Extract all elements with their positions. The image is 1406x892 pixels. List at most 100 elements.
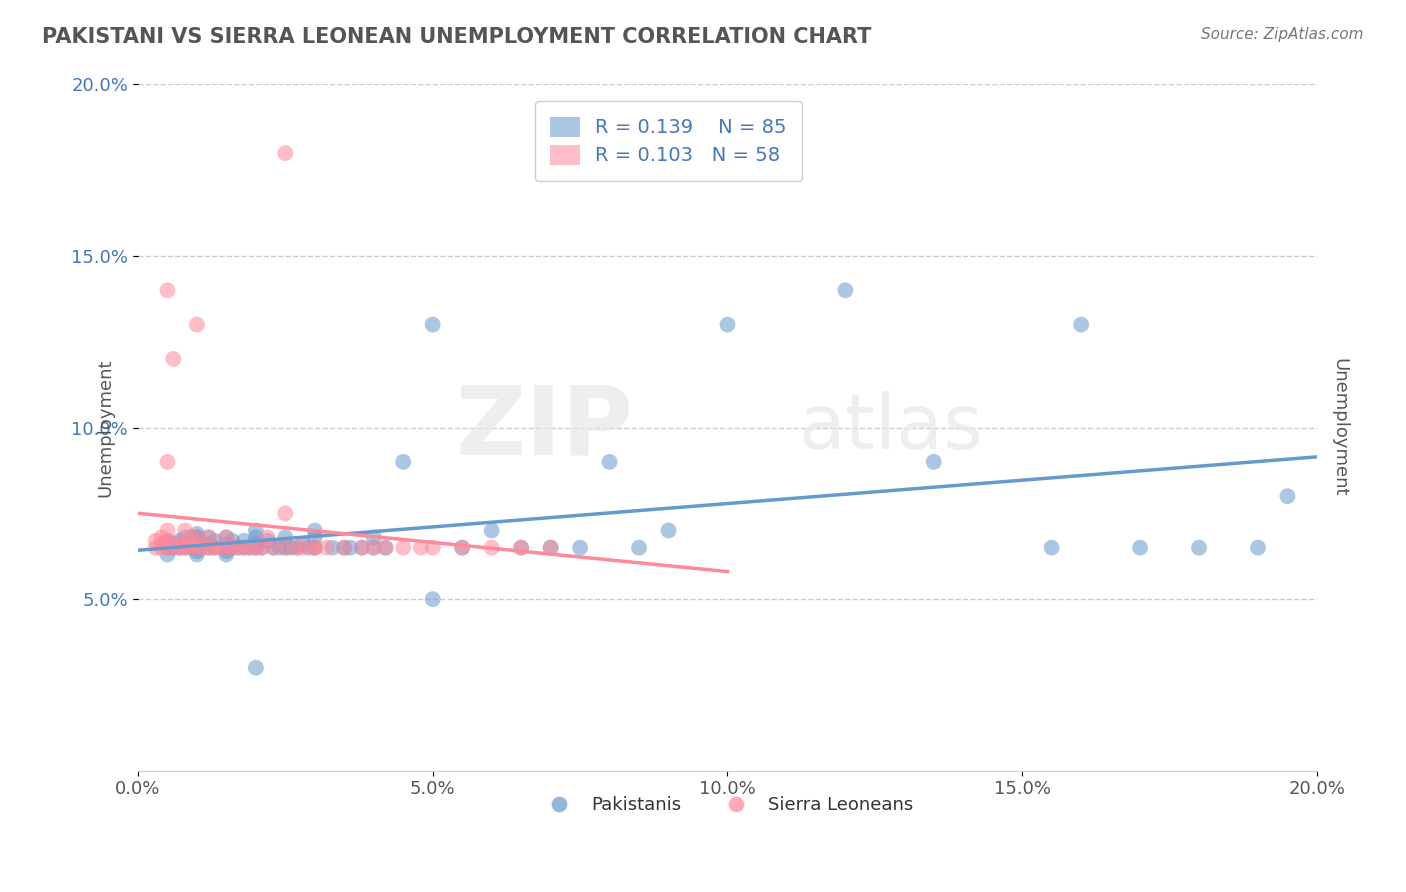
Point [221, 541, 243, 555]
Legend: Pakistanis, Sierra Leoneans: Pakistanis, Sierra Leoneans [531, 788, 922, 823]
Point [156, 541, 179, 555]
Point [263, 541, 285, 555]
Point [167, 533, 190, 548]
Point [156, 524, 179, 538]
Point [245, 541, 267, 555]
Point [204, 541, 226, 555]
Point [156, 533, 179, 548]
Point [716, 318, 738, 332]
Point [162, 537, 184, 551]
Point [186, 530, 208, 544]
Point [174, 530, 197, 544]
Point [226, 541, 249, 555]
Point [167, 541, 190, 555]
Point [374, 541, 396, 555]
Point [298, 541, 321, 555]
Point [215, 544, 238, 558]
Point [239, 541, 262, 555]
Point [540, 541, 562, 555]
Point [215, 548, 238, 562]
Point [292, 537, 315, 551]
Point [180, 541, 202, 555]
Point [204, 533, 226, 548]
Point [333, 541, 356, 555]
Point [285, 541, 308, 555]
Point [922, 455, 945, 469]
Point [374, 541, 396, 555]
Point [150, 537, 173, 551]
Point [162, 537, 184, 551]
Point [156, 283, 179, 297]
Point [304, 541, 326, 555]
Point [197, 541, 219, 555]
Point [215, 530, 238, 544]
Point [186, 541, 208, 555]
Point [657, 524, 679, 538]
Point [1040, 541, 1063, 555]
Point [162, 541, 184, 555]
Point [186, 548, 208, 562]
Point [451, 541, 474, 555]
Point [215, 530, 238, 544]
Point [510, 541, 533, 555]
Text: atlas: atlas [799, 391, 983, 465]
Point [422, 541, 444, 555]
Point [226, 541, 249, 555]
Point [197, 537, 219, 551]
Point [186, 533, 208, 548]
Point [215, 541, 238, 555]
Point [197, 530, 219, 544]
Point [304, 541, 326, 555]
Point [145, 533, 167, 548]
Point [409, 541, 432, 555]
Point [274, 530, 297, 544]
Point [292, 541, 315, 555]
Point [1247, 541, 1270, 555]
Point [245, 537, 267, 551]
Point [174, 537, 197, 551]
Point [186, 537, 208, 551]
Point [569, 541, 592, 555]
Point [392, 455, 415, 469]
Point [363, 541, 385, 555]
Point [250, 541, 273, 555]
Point [304, 524, 326, 538]
Point [280, 541, 302, 555]
Point [540, 541, 562, 555]
Point [304, 541, 326, 555]
Point [350, 541, 373, 555]
Point [156, 541, 179, 555]
Point [150, 530, 173, 544]
Point [186, 318, 208, 332]
Point [156, 548, 179, 562]
Text: PAKISTANI VS SIERRA LEONEAN UNEMPLOYMENT CORRELATION CHART: PAKISTANI VS SIERRA LEONEAN UNEMPLOYMENT… [42, 27, 872, 46]
Point [245, 541, 267, 555]
Point [167, 537, 190, 551]
Point [315, 541, 337, 555]
Point [363, 530, 385, 544]
Point [180, 530, 202, 544]
Point [350, 541, 373, 555]
Point [274, 541, 297, 555]
Point [834, 283, 856, 297]
Point [167, 541, 190, 555]
Point [233, 541, 256, 555]
Point [174, 541, 197, 555]
Point [274, 541, 297, 555]
Point [186, 530, 208, 544]
Point [274, 146, 297, 161]
Point [156, 455, 179, 469]
Point [363, 541, 385, 555]
Point [245, 661, 267, 675]
Point [285, 541, 308, 555]
Point [233, 541, 256, 555]
Point [186, 533, 208, 548]
Point [191, 541, 214, 555]
Point [186, 527, 208, 541]
Point [422, 318, 444, 332]
Point [481, 541, 503, 555]
Point [1277, 489, 1299, 503]
Point [263, 541, 285, 555]
Point [321, 541, 343, 555]
Point [156, 533, 179, 548]
